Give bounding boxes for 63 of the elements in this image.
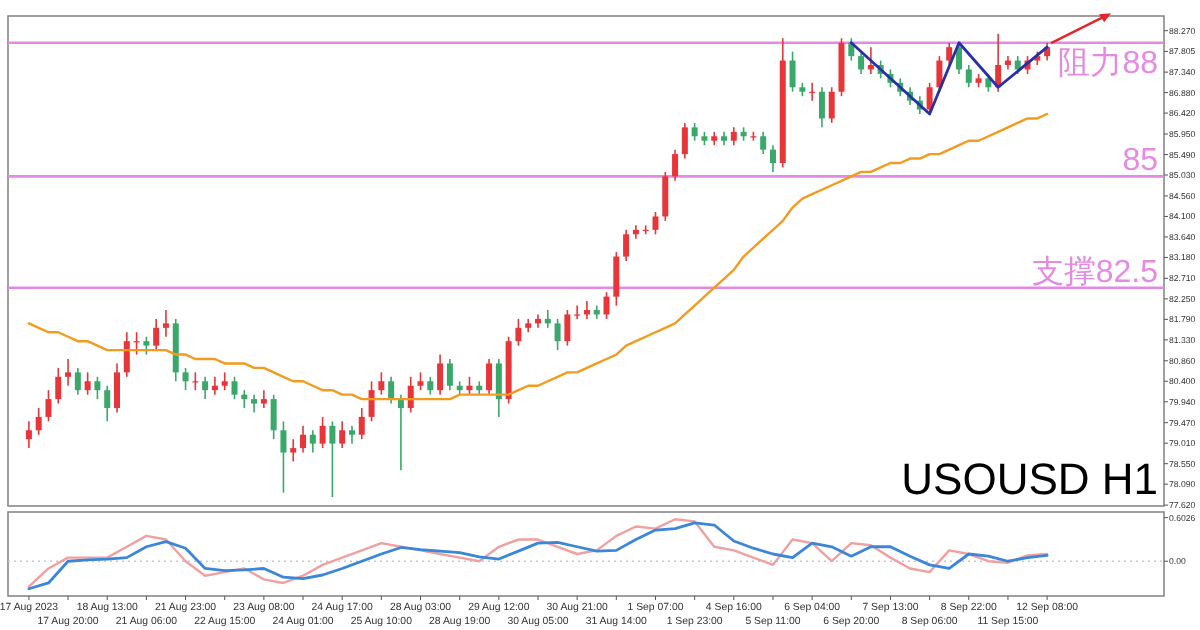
candlestick — [153, 318, 160, 351]
candlestick — [769, 144, 776, 173]
candlestick — [662, 171, 669, 222]
candlestick — [965, 64, 972, 89]
candlestick — [319, 416, 326, 449]
candlestick — [65, 358, 72, 387]
candlestick — [231, 376, 238, 400]
candlestick — [613, 251, 620, 307]
candlestick — [574, 304, 581, 320]
candlestick — [955, 41, 962, 75]
candlestick — [35, 407, 42, 436]
candlestick — [681, 122, 688, 160]
candlestick — [515, 318, 522, 347]
candlestick — [74, 367, 81, 396]
candlestick — [329, 420, 336, 498]
candlestick — [55, 367, 62, 405]
candlestick — [348, 425, 355, 445]
candlestick — [45, 389, 52, 423]
candlestick — [358, 407, 365, 440]
candlestick — [25, 420, 32, 449]
candlestick — [300, 425, 307, 454]
candlestick — [858, 50, 865, 75]
candlestick — [652, 211, 659, 236]
candlestick — [495, 358, 502, 418]
candlestick — [603, 291, 610, 320]
candlestick — [926, 82, 933, 115]
candlestick — [818, 86, 825, 129]
candlestick — [202, 376, 209, 400]
candlestick — [309, 429, 316, 454]
candlestick — [280, 420, 287, 494]
candlestick — [270, 393, 277, 440]
candlestick — [407, 376, 414, 414]
candlestick — [368, 380, 375, 423]
candlestick — [84, 371, 91, 396]
candlestick — [378, 371, 385, 396]
candlestick — [260, 389, 267, 409]
candlestick — [339, 420, 346, 449]
candlestick — [760, 131, 767, 155]
candlestick — [564, 309, 571, 347]
candlestick — [446, 358, 453, 391]
candlestick — [388, 376, 395, 405]
line-series — [849, 41, 1049, 116]
candlestick — [290, 438, 297, 463]
candlestick — [94, 376, 101, 400]
ref-line-label: 85 — [1122, 144, 1159, 179]
annotation: USOUSD H1 — [901, 454, 1158, 504]
candlestick — [437, 353, 444, 396]
candlestick — [123, 331, 130, 378]
candlestick — [946, 41, 953, 66]
candlestick — [554, 318, 561, 351]
candlestick — [486, 358, 493, 396]
ref-line-label: 阻力88 — [1058, 44, 1159, 81]
candlestick — [672, 148, 679, 182]
candlestick — [221, 371, 228, 391]
candlestick — [182, 367, 189, 391]
ref-line-label: 支撑82.5 — [1031, 253, 1159, 290]
candlestick — [789, 50, 796, 93]
candlestick — [828, 86, 835, 124]
candlestick — [114, 362, 121, 414]
candlestick — [397, 393, 404, 472]
candlestick — [104, 384, 111, 423]
candlestick — [623, 229, 630, 262]
candlestick — [162, 309, 169, 338]
